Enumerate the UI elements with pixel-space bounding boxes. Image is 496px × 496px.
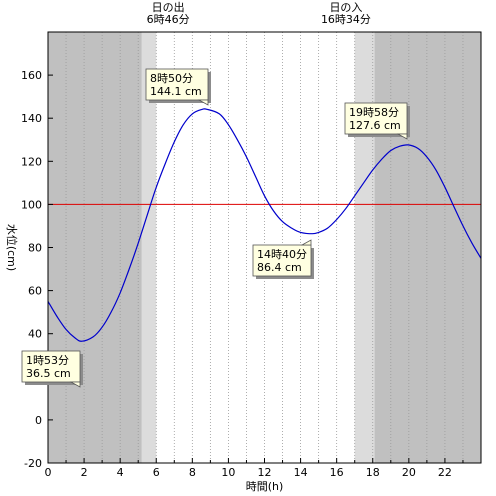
sunset-label: 日の入 [329,1,362,14]
sunrise-label: 日の出 [152,0,185,14]
annotation-box-1 [145,68,209,101]
y-tick-label-0: 0 [35,414,42,427]
y-tick-label-100: 100 [21,198,42,211]
twilight-band-0 [141,32,157,463]
x-tick-label-0: 0 [45,466,52,479]
x-tick-label-4: 4 [117,466,124,479]
annotation-value-3: 127.6 cm [349,119,401,132]
y-tick-label--20: -20 [24,457,42,470]
sunrise-time: 6時46分 [147,13,190,26]
x-tick-label-6: 6 [153,466,160,479]
annotation-value-1: 144.1 cm [150,85,202,98]
x-tick-label-16: 16 [330,466,344,479]
y-tick-label-60: 60 [28,285,42,298]
annotation-value-0: 36.5 cm [26,367,71,380]
y-tick-label-40: 40 [28,328,42,341]
annotation-time-0: 1時53分 [26,354,69,367]
x-tick-label-2: 2 [81,466,88,479]
annotation-pointer-1 [197,99,209,106]
x-tick-label-10: 10 [221,466,235,479]
x-tick-label-18: 18 [366,466,380,479]
y-axis-label: 水位(cm) [5,224,19,271]
y-tick-label-140: 140 [21,112,42,125]
annotation-time-1: 8時50分 [150,72,193,85]
twilight-band-1 [354,32,375,463]
annotation-pointer-3 [396,133,408,140]
x-tick-label-14: 14 [294,466,308,479]
axes: -200204060801001201401600246810121416182… [21,69,482,479]
x-tick-label-20: 20 [402,466,416,479]
x-axis-label: 時間(h) [246,480,284,493]
annotation-box-2 [252,244,312,277]
annotation-time-2: 14時40分 [257,248,307,261]
annotation-box-3 [344,102,408,135]
series-line-water-level [47,108,482,342]
annotation-box-0 [21,350,81,383]
annotation-pointer-2 [300,239,312,246]
y-tick-label-160: 160 [21,69,42,82]
sun-labels: 日の出 6時46分 日の入 16時34分 [147,0,371,26]
sunset-time: 16時34分 [321,13,371,26]
annotation-value-2: 86.4 cm [257,261,302,274]
annotation-time-3: 19時58分 [349,106,399,119]
x-tick-label-22: 22 [438,466,452,479]
x-tick-label-12: 12 [258,466,272,479]
night-band-0 [48,32,142,463]
x-tick-label-8: 8 [189,466,196,479]
annotation-pointer-0 [69,381,81,388]
y-tick-label-120: 120 [21,155,42,168]
y-tick-label-80: 80 [28,242,42,255]
